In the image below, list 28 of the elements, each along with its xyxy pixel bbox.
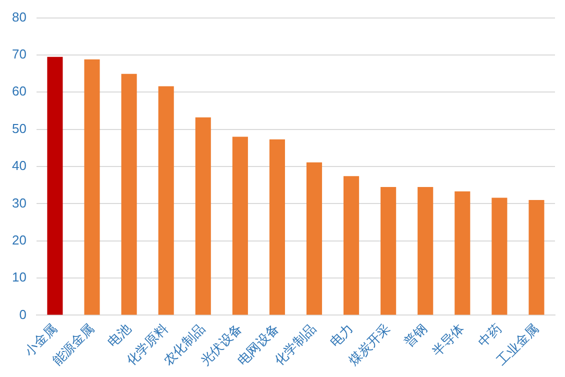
bar	[232, 136, 248, 315]
bar	[47, 56, 63, 315]
y-tick-label: 70	[12, 46, 26, 62]
bar	[344, 176, 360, 315]
y-tick-label: 50	[12, 120, 26, 136]
bar	[380, 186, 396, 315]
bar	[158, 86, 174, 315]
x-tick-label: 中药	[475, 320, 504, 350]
x-tick-label: 普钢	[401, 320, 430, 350]
y-tick-label: 60	[12, 84, 26, 99]
x-tick-label: 电池	[104, 320, 134, 350]
bar	[492, 198, 508, 315]
y-tick-label: 10	[12, 270, 26, 285]
bar	[121, 74, 137, 315]
bar	[269, 139, 285, 315]
bar	[528, 200, 544, 315]
y-tick-label: 0	[19, 306, 26, 322]
y-tick-label: 30	[12, 195, 26, 210]
bar	[454, 191, 470, 315]
x-tick-label: 电力	[326, 320, 356, 350]
x-tick-label: 半导体	[428, 320, 468, 359]
y-tick-label: 40	[12, 158, 26, 174]
bar	[306, 162, 322, 315]
y-tick-label: 20	[12, 232, 26, 248]
y-tick-label: 80	[12, 9, 26, 24]
bar	[84, 59, 100, 315]
bar	[195, 117, 211, 315]
bar	[418, 186, 434, 315]
